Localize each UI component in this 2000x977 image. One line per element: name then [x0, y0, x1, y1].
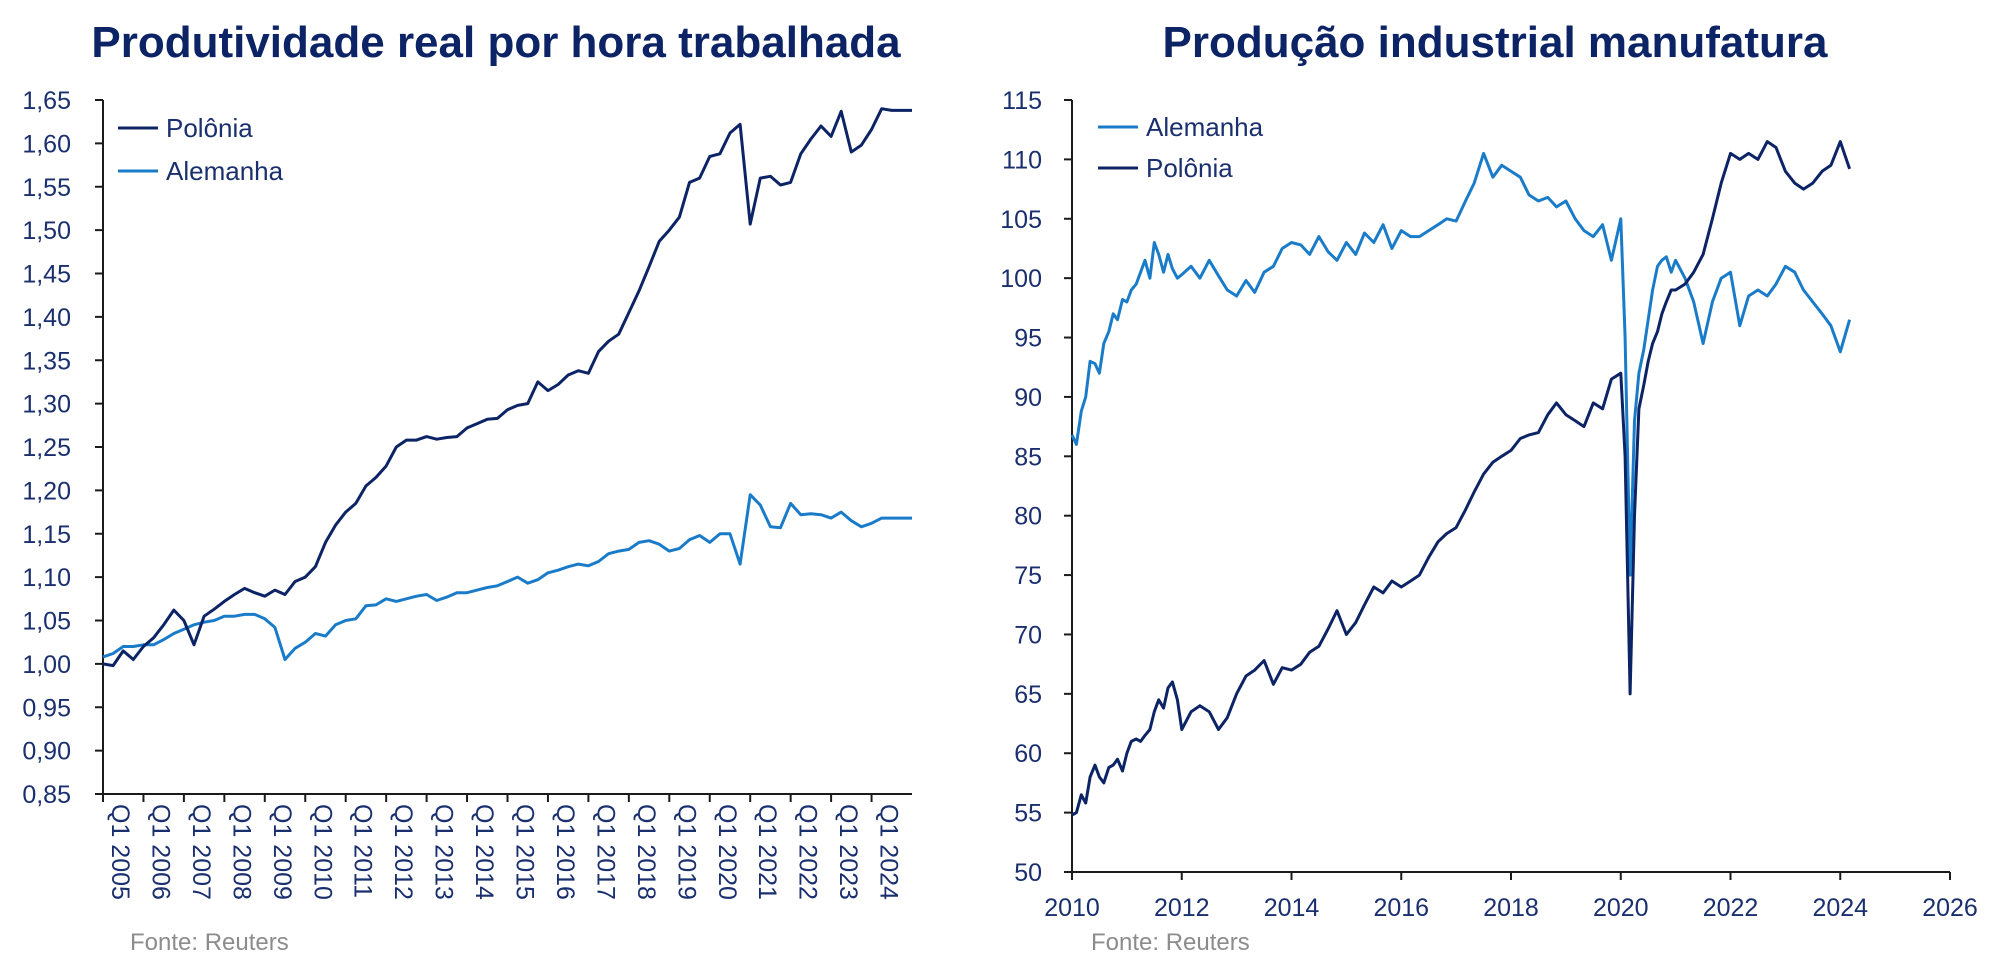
chart-title: Produtividade real por hora trabalhada	[91, 18, 901, 67]
y-tick-label: 1,65	[22, 87, 71, 115]
x-tick-label: 2014	[1264, 894, 1320, 922]
x-tick-label: Q1 2017	[591, 804, 619, 900]
productivity-chart: Produtividade real por hora trabalhada 1…	[22, 18, 912, 956]
y-tick-label: 90	[1014, 384, 1042, 412]
x-tick-label: Q1 2013	[430, 804, 458, 900]
y-tick-label: 0,90	[22, 738, 71, 766]
x-tick-label: Q1 2014	[470, 804, 498, 900]
y-tick-label: 60	[1014, 740, 1042, 768]
x-tick-label: Q1 2019	[672, 804, 700, 900]
y-tick-label: 1,40	[22, 304, 71, 332]
y-tick-label: 1,05	[22, 608, 71, 636]
legend-label-alemanha: Alemanha	[1146, 112, 1264, 142]
y-tick-label: 0,95	[22, 694, 71, 722]
x-tick-label: Q1 2018	[632, 804, 660, 900]
x-tick-label: 2026	[1922, 894, 1978, 922]
x-tick-label: Q1 2022	[794, 804, 822, 900]
x-tick-label: Q1 2016	[551, 804, 579, 900]
legend-label-polonia: Polônia	[166, 113, 253, 143]
y-tick-label: 1,45	[22, 261, 71, 289]
x-tick-label: 2010	[1044, 894, 1100, 922]
y-tick-label: 65	[1014, 681, 1042, 709]
y-tick-label: 105	[1000, 206, 1042, 234]
y-tick-label: 85	[1014, 443, 1042, 471]
legend-label-alemanha: Alemanha	[166, 156, 284, 186]
x-tick-label: 2012	[1154, 894, 1210, 922]
series-line-alemanha	[102, 493, 912, 661]
series-line-polonia	[1071, 140, 1852, 817]
x-tick-label: 2018	[1483, 894, 1539, 922]
chart-title: Produção industrial manufatura	[1163, 18, 1829, 67]
x-tick-label: Q1 2024	[875, 804, 903, 900]
y-tick-label: 80	[1014, 503, 1042, 531]
x-tick-label: 2020	[1593, 894, 1649, 922]
source-note: Fonte: Reuters	[130, 929, 289, 956]
y-tick-label: 1,20	[22, 477, 71, 505]
y-tick-label: 1,10	[22, 564, 71, 592]
x-tick-label: Q1 2005	[106, 804, 134, 900]
y-tick-label: 1,60	[22, 130, 71, 158]
x-tick-label: Q1 2023	[834, 804, 862, 900]
source-note: Fonte: Reuters	[1091, 929, 1250, 956]
y-tick-label: 1,55	[22, 174, 71, 202]
series-line-polonia	[102, 107, 912, 668]
y-tick-label: 1,15	[22, 521, 71, 549]
y-tick-label: 1,35	[22, 347, 71, 375]
y-tick-label: 1,30	[22, 391, 71, 419]
x-tick-label: Q1 2015	[511, 804, 539, 900]
y-tick-label: 95	[1014, 325, 1042, 353]
x-tick-label: Q1 2020	[713, 804, 741, 900]
x-tick-label: Q1 2011	[349, 804, 377, 898]
y-tick-label: 55	[1014, 800, 1042, 828]
y-tick-label: 100	[1000, 265, 1042, 293]
y-tick-label: 1,00	[22, 651, 71, 679]
x-tick-label: 2022	[1703, 894, 1759, 922]
x-tick-label: 2024	[1812, 894, 1868, 922]
y-tick-label: 70	[1014, 621, 1042, 649]
y-tick-label: 75	[1014, 562, 1042, 590]
y-tick-label: 1,50	[22, 217, 71, 245]
x-tick-label: Q1 2007	[187, 804, 215, 900]
x-tick-label: Q1 2006	[146, 804, 174, 900]
x-tick-label: Q1 2012	[389, 804, 417, 900]
manufacturing-chart: Produção industrial manufatura 115 110 105…	[1000, 18, 1978, 956]
legend-label-polonia: Polônia	[1146, 153, 1233, 183]
legend: Polônia Alemanha	[118, 113, 284, 186]
x-tick-label: Q1 2009	[268, 804, 296, 900]
x-tick-label: 2016	[1373, 894, 1429, 922]
y-tick-label: 0,85	[22, 781, 71, 809]
legend: Alemanha Polônia	[1098, 112, 1264, 183]
y-tick-label: 1,25	[22, 434, 71, 462]
x-tick-label: Q1 2010	[308, 804, 336, 900]
x-tick-label: Q1 2008	[227, 804, 255, 900]
series-line-alemanha	[1070, 151, 1852, 577]
y-tick-label: 110	[1002, 146, 1042, 174]
x-tick-label: Q1 2021	[753, 804, 781, 900]
y-tick-label: 50	[1014, 859, 1042, 887]
y-tick-label: 115	[1002, 87, 1042, 115]
